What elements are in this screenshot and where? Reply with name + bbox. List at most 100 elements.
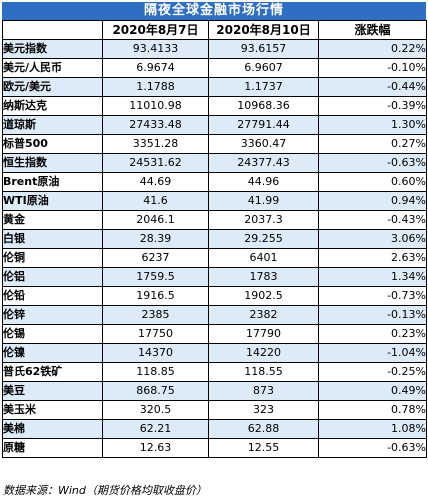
row-change: 2.63% <box>318 248 427 268</box>
table-row: 道琼斯 27433.48 27791.44 1.30% <box>2 115 427 135</box>
table-row: 普氏62铁矿 118.85 118.55 -0.25% <box>2 362 427 382</box>
row-value-date-2: 93.6157 <box>208 39 319 59</box>
row-change: -0.25% <box>318 362 427 382</box>
header-date-1: 2020年8月7日 <box>102 20 209 40</box>
row-value-date-2: 3360.47 <box>208 134 319 154</box>
data-source-note: 数据来源：Wind（期货价格均取收盘价） <box>3 484 207 497</box>
row-value-date-1: 3351.28 <box>102 134 209 154</box>
row-value-date-1: 2385 <box>102 305 209 325</box>
row-name: 美玉米 <box>2 400 103 420</box>
row-name: WTI原油 <box>2 191 103 211</box>
table-title: 隔夜全球金融市场行情 <box>2 2 426 20</box>
row-value-date-2: 14220 <box>208 343 319 363</box>
row-change: 0.49% <box>318 381 427 401</box>
header-change: 涨跌幅 <box>318 20 427 40</box>
row-value-date-2: 118.55 <box>208 362 319 382</box>
header-date-2: 2020年8月10日 <box>208 20 319 40</box>
row-change: 0.78% <box>318 400 427 420</box>
row-name: 原糖 <box>2 438 103 458</box>
row-change: 0.94% <box>318 191 427 211</box>
table-row: 原糖 12.63 12.55 -0.63% <box>2 438 427 458</box>
row-change: 0.23% <box>318 324 427 344</box>
row-value-date-1: 11010.98 <box>102 96 209 116</box>
row-change: 3.06% <box>318 229 427 249</box>
row-change: 0.22% <box>318 39 427 59</box>
row-value-date-2: 873 <box>208 381 319 401</box>
row-value-date-1: 1759.5 <box>102 267 209 287</box>
row-value-date-1: 2046.1 <box>102 210 209 230</box>
row-name: 白银 <box>2 229 103 249</box>
row-value-date-2: 1783 <box>208 267 319 287</box>
row-name: 欧元/美元 <box>2 77 103 97</box>
row-change: 1.08% <box>318 419 427 439</box>
row-value-date-2: 323 <box>208 400 319 420</box>
row-value-date-1: 320.5 <box>102 400 209 420</box>
row-value-date-2: 6.9607 <box>208 58 319 78</box>
table-body: 美元指数 93.4133 93.6157 0.22% 美元/人民币 6.9674 6.960… <box>2 39 427 458</box>
row-value-date-2: 27791.44 <box>208 115 319 135</box>
row-value-date-2: 62.88 <box>208 419 319 439</box>
row-value-date-2: 10968.36 <box>208 96 319 116</box>
table-row: WTI原油 41.6 41.99 0.94% <box>2 191 427 211</box>
row-name: 美元指数 <box>2 39 103 59</box>
row-name: 伦铜 <box>2 248 103 268</box>
row-value-date-1: 44.69 <box>102 172 209 192</box>
row-value-date-2: 41.99 <box>208 191 319 211</box>
row-name: Brent原油 <box>2 172 103 192</box>
row-value-date-1: 17750 <box>102 324 209 344</box>
row-value-date-1: 6.9674 <box>102 58 209 78</box>
row-change: 1.30% <box>318 115 427 135</box>
market-data-table: 2020年8月7日 2020年8月10日 涨跌幅 美元指数 93.4133 93.6… <box>2 20 427 458</box>
table-row: 恒生指数 24531.62 24377.43 -0.63% <box>2 153 427 173</box>
row-change: -0.44% <box>318 77 427 97</box>
row-value-date-2: 17790 <box>208 324 319 344</box>
table-row: 伦铝 1759.5 1783 1.34% <box>2 267 427 287</box>
table-row: 美元/人民币 6.9674 6.9607 -0.10% <box>2 58 427 78</box>
row-value-date-1: 118.85 <box>102 362 209 382</box>
row-change: -1.04% <box>318 343 427 363</box>
row-value-date-2: 29.255 <box>208 229 319 249</box>
row-value-date-1: 41.6 <box>102 191 209 211</box>
row-name: 伦锌 <box>2 305 103 325</box>
row-value-date-1: 1.1788 <box>102 77 209 97</box>
row-change: 0.27% <box>318 134 427 154</box>
row-value-date-2: 6401 <box>208 248 319 268</box>
row-value-date-2: 24377.43 <box>208 153 319 173</box>
table-row: 标普500 3351.28 3360.47 0.27% <box>2 134 427 154</box>
row-value-date-1: 28.39 <box>102 229 209 249</box>
row-value-date-2: 2037.3 <box>208 210 319 230</box>
row-value-date-1: 1916.5 <box>102 286 209 306</box>
row-value-date-1: 62.21 <box>102 419 209 439</box>
row-value-date-1: 868.75 <box>102 381 209 401</box>
header-name <box>2 20 103 40</box>
table-row: 伦铜 6237 6401 2.63% <box>2 248 427 268</box>
row-value-date-1: 24531.62 <box>102 153 209 173</box>
table-row: 美棉 62.21 62.88 1.08% <box>2 419 427 439</box>
table-row: 黄金 2046.1 2037.3 -0.43% <box>2 210 427 230</box>
row-name: 纳斯达克 <box>2 96 103 116</box>
row-name: 普氏62铁矿 <box>2 362 103 382</box>
table-row: 美玉米 320.5 323 0.78% <box>2 400 427 420</box>
row-name: 美棉 <box>2 419 103 439</box>
row-change: -0.63% <box>318 438 427 458</box>
row-change: -0.13% <box>318 305 427 325</box>
row-value-date-1: 27433.48 <box>102 115 209 135</box>
row-name: 道琼斯 <box>2 115 103 135</box>
row-value-date-2: 44.96 <box>208 172 319 192</box>
table-row: 欧元/美元 1.1788 1.1737 -0.44% <box>2 77 427 97</box>
header-row: 2020年8月7日 2020年8月10日 涨跌幅 <box>2 20 427 40</box>
row-value-date-2: 1.1737 <box>208 77 319 97</box>
row-change: -0.10% <box>318 58 427 78</box>
row-value-date-2: 1902.5 <box>208 286 319 306</box>
row-name: 标普500 <box>2 134 103 154</box>
row-change: -0.73% <box>318 286 427 306</box>
row-name: 黄金 <box>2 210 103 230</box>
table-row: Brent原油 44.69 44.96 0.60% <box>2 172 427 192</box>
table-row: 白银 28.39 29.255 3.06% <box>2 229 427 249</box>
row-change: 1.34% <box>318 267 427 287</box>
row-value-date-1: 12.63 <box>102 438 209 458</box>
row-change: -0.63% <box>318 153 427 173</box>
row-name: 恒生指数 <box>2 153 103 173</box>
table-row: 伦锌 2385 2382 -0.13% <box>2 305 427 325</box>
